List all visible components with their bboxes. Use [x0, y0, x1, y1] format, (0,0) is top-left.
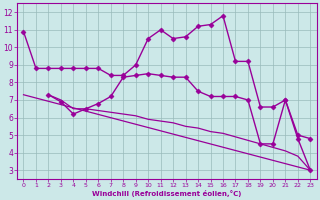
X-axis label: Windchill (Refroidissement éolien,°C): Windchill (Refroidissement éolien,°C): [92, 190, 242, 197]
